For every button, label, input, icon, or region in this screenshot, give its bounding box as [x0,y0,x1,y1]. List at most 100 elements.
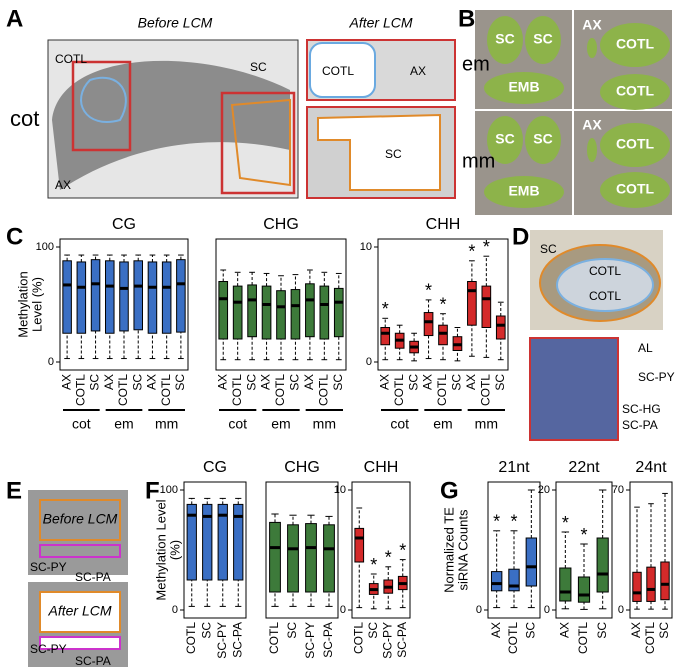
significance: * [439,294,446,314]
image-label: SC [495,131,514,147]
x-tick-label: COTL [576,622,590,654]
box [105,260,115,334]
x-tick-label: AX [629,622,643,638]
image-label: COTL [55,52,87,66]
panel-letter: E [6,477,22,504]
image-label: EMB [508,79,539,95]
box [233,503,244,581]
y-axis-label: Normalized TE [441,507,456,593]
significance: * [562,513,569,533]
panel-letter: A [6,5,23,32]
box [559,567,572,602]
image-label: COTL [589,289,621,303]
x-tick-label: COTL [116,374,130,406]
x-tick-label: AX [59,374,73,390]
x-tick-label: SC [199,622,213,639]
sc-pa-outline [39,544,121,558]
x-tick-label: AX [259,374,273,390]
x-tick-label: SC-PY [215,622,229,659]
roi-box [220,91,296,195]
image-label: AL [638,341,653,355]
sc-py-outline [39,499,121,541]
x-tick-label: SC [524,622,538,639]
x-tick-label: SC-PY [303,622,317,659]
significance: * [370,555,377,575]
inset [529,337,619,441]
x-tick-label: SC [450,374,464,391]
box [119,261,129,332]
box [525,537,538,587]
box [62,260,72,334]
box [508,568,520,592]
sc-outline [230,98,291,187]
x-tick-label: COTL [159,374,173,406]
box [333,287,344,338]
box [323,524,335,593]
image-label: SC [250,60,267,74]
sc-py-outline [39,591,121,633]
x-tick-label: COTL [392,374,406,406]
significance: * [493,512,500,532]
box [261,285,272,340]
box [76,261,87,334]
plot-frame [351,481,411,619]
box [218,281,229,340]
box [577,576,591,603]
box [161,261,172,334]
box [147,261,158,334]
box [646,566,656,602]
chart-title: CG [112,216,136,233]
x-tick-label: SC-PA [230,622,244,658]
box [305,523,317,593]
box [186,503,197,581]
panel-letter: B [458,5,475,32]
group-label: cot [390,416,409,432]
x-tick-label: SC [493,374,507,391]
image-label: SC-PA [75,654,111,668]
significance: * [399,540,406,560]
x-tick-label: AX [102,374,116,390]
cotl-cut [309,42,376,98]
box [495,315,506,340]
cotl-outline [556,258,654,312]
row-label: em [462,53,490,75]
seeds [484,16,670,208]
x-tick-label: SC [657,622,671,639]
significance: * [483,237,490,257]
box [290,289,301,340]
y-axis-label: Methylation [15,271,30,337]
plot-frame [555,481,613,619]
image-title: Before LCM [43,511,118,527]
group-label: em [433,416,452,432]
panel-letter: F [145,477,160,504]
image-title: After LCM [47,603,111,619]
box [217,503,228,581]
image-label: COTL [616,83,655,99]
chart-title: CHH [426,216,461,233]
sc-cut [317,113,441,191]
y-tick-label: 10 [334,484,346,496]
image-label: SC [533,31,552,47]
x-tick-label: COTL [184,622,198,654]
x-tick-label: COTL [506,622,520,654]
chart-title: CHG [263,216,299,233]
group-label: mm [313,416,336,432]
micrograph [28,490,128,575]
box [202,503,213,581]
x-tick-label: AX [464,374,478,390]
sc-pa-outline [39,636,121,650]
group-label: mm [475,416,498,432]
chart-title: CHG [284,459,320,476]
box [247,284,257,338]
y-tick-label: 70 [612,484,624,496]
significance: * [580,525,587,545]
box [305,283,315,338]
x-tick-label: AX [377,374,391,390]
image-label: AX [55,178,71,192]
y-tick-label: 0 [48,356,54,368]
box [269,521,281,593]
image-label: SC [385,147,402,161]
image-title: Before LCM [138,15,213,31]
box [490,571,503,592]
image-label: COTL [616,36,655,52]
